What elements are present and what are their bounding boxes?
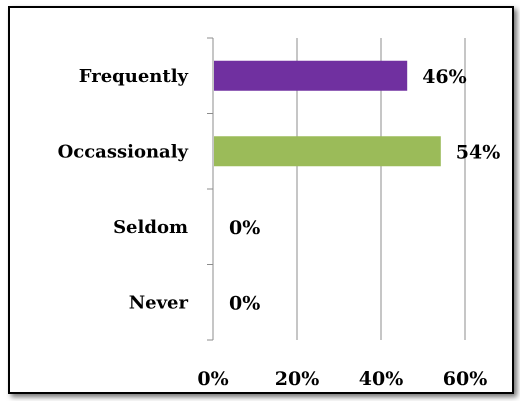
data-label: 0% bbox=[229, 292, 260, 314]
data-labels: 46% 54% 0% 0% bbox=[229, 66, 500, 315]
y-axis-ticks bbox=[207, 37, 213, 341]
category-label: Never bbox=[129, 292, 189, 313]
x-tick-label: 20% bbox=[275, 368, 320, 390]
category-label: Seldom bbox=[113, 217, 188, 238]
data-label: 0% bbox=[229, 217, 260, 239]
bar bbox=[214, 136, 441, 167]
category-label: Frequently bbox=[79, 66, 189, 87]
category-labels: Frequently Occassionaly Seldom Never bbox=[58, 66, 189, 314]
bar bbox=[214, 60, 408, 91]
x-tick-label: 0% bbox=[197, 368, 228, 390]
data-label: 46% bbox=[422, 66, 467, 88]
bars bbox=[214, 60, 441, 167]
x-tick-label: 40% bbox=[359, 368, 404, 390]
data-label: 54% bbox=[456, 141, 501, 163]
x-axis-tick-labels: 0% 20% 40% 60% bbox=[197, 368, 487, 390]
x-tick-label: 60% bbox=[443, 368, 488, 390]
category-label: Occassionaly bbox=[58, 141, 189, 162]
